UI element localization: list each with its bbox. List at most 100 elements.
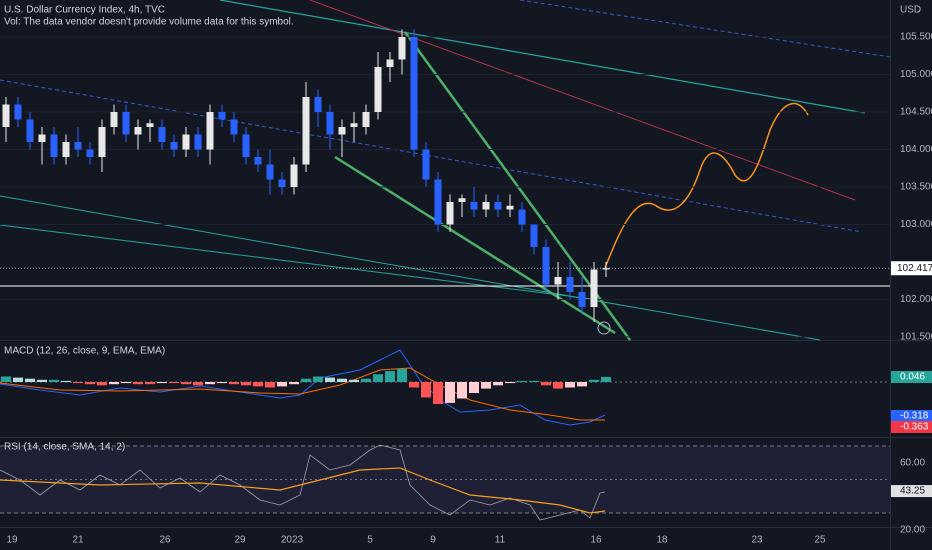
candle-body bbox=[26, 119, 34, 142]
macd-bar bbox=[313, 376, 323, 382]
macd-bar bbox=[601, 376, 611, 382]
price-tick-label: 104.500 bbox=[900, 107, 932, 118]
candle-body bbox=[410, 37, 418, 150]
macd-bar bbox=[49, 379, 59, 382]
date-label: 9 bbox=[430, 535, 436, 546]
candle-body bbox=[494, 202, 502, 210]
macd-value-tag bbox=[891, 371, 932, 383]
macd-bar bbox=[445, 382, 455, 403]
macd-bar bbox=[373, 374, 383, 382]
volume-note: Vol: The data vendor doesn't provide vol… bbox=[4, 17, 294, 28]
macd-bar bbox=[289, 382, 299, 385]
candle-body bbox=[434, 179, 442, 225]
last-price-tag bbox=[891, 261, 932, 276]
macd-bar bbox=[73, 382, 83, 384]
candle-body bbox=[254, 157, 262, 165]
macd-bar bbox=[229, 382, 239, 385]
date-label: 26 bbox=[159, 535, 171, 546]
macd-bar bbox=[193, 382, 203, 386]
price-tick-label: 103.000 bbox=[900, 219, 932, 230]
candle-body bbox=[590, 269, 598, 307]
candle-body bbox=[314, 97, 322, 112]
macd-bar bbox=[409, 382, 419, 388]
trend-line bbox=[0, 195, 821, 341]
candle-body bbox=[158, 127, 166, 142]
macd-bar bbox=[505, 382, 515, 384]
macd-bar bbox=[121, 382, 131, 384]
date-label: 23 bbox=[751, 535, 763, 546]
candle-body bbox=[470, 202, 478, 210]
candle-body bbox=[242, 134, 250, 157]
candle-body bbox=[146, 123, 154, 127]
price-tick-label: 105.500 bbox=[900, 32, 932, 43]
candle-body bbox=[386, 59, 394, 67]
trend-line bbox=[519, 0, 891, 58]
trend-line bbox=[219, 0, 866, 114]
candle-body bbox=[38, 134, 46, 142]
macd-bar bbox=[265, 382, 275, 388]
candle-body bbox=[506, 205, 514, 210]
date-label: 18 bbox=[656, 535, 668, 546]
trend-line bbox=[309, 0, 856, 201]
rsi-tick-label: 20.00 bbox=[900, 525, 925, 536]
projection-path bbox=[604, 102, 809, 269]
macd-bar bbox=[217, 382, 227, 384]
price-tick-label: 102.000 bbox=[900, 294, 932, 305]
date-label: 25 bbox=[814, 535, 826, 546]
macd-title: MACD (12, 26, close, 9, EMA, EMA) bbox=[4, 346, 165, 357]
last-price-label: 102.417 bbox=[897, 263, 932, 274]
macd-bar bbox=[301, 378, 311, 382]
candle-body bbox=[122, 112, 130, 135]
macd-bar bbox=[13, 377, 23, 382]
date-label: 16 bbox=[590, 535, 602, 546]
candle-body bbox=[326, 112, 334, 135]
macd-bar bbox=[181, 382, 191, 385]
rsi-line bbox=[0, 444, 606, 521]
macd-bar bbox=[589, 379, 599, 382]
candle-body bbox=[602, 268, 610, 270]
date-label: 5 bbox=[367, 535, 373, 546]
macd-bar bbox=[277, 382, 287, 387]
macd-bar bbox=[349, 379, 359, 382]
macd-bar bbox=[481, 382, 491, 389]
candle-body bbox=[74, 142, 82, 150]
currency-label: USD bbox=[900, 5, 921, 16]
macd-value-label: -0.318 bbox=[900, 411, 929, 422]
date-label: 2023 bbox=[281, 535, 304, 546]
wedge-line bbox=[334, 155, 616, 335]
trend-line bbox=[0, 224, 601, 301]
macd-bar bbox=[133, 382, 143, 385]
candle-body bbox=[98, 127, 106, 157]
macd-bar bbox=[25, 378, 35, 382]
macd-value-tag bbox=[891, 410, 932, 422]
rsi-tick-label: 60.00 bbox=[900, 458, 925, 469]
candle-body bbox=[194, 134, 202, 150]
trend-line bbox=[0, 79, 863, 233]
candle-body bbox=[554, 277, 562, 285]
macd-bar bbox=[253, 382, 263, 387]
macd-bar bbox=[433, 382, 443, 404]
candle-body bbox=[578, 292, 586, 307]
macd-bar bbox=[1, 376, 11, 382]
date-label: 21 bbox=[72, 535, 84, 546]
candle-body bbox=[398, 37, 406, 60]
macd-bar bbox=[457, 382, 467, 399]
candle-body bbox=[2, 104, 10, 127]
candle-body bbox=[170, 142, 178, 150]
rsi-value-tag bbox=[891, 485, 932, 498]
macd-bar bbox=[517, 380, 527, 382]
candle-body bbox=[218, 112, 226, 120]
macd-value-label: -0.363 bbox=[900, 422, 929, 433]
candle-body bbox=[338, 127, 346, 135]
candle-body bbox=[266, 164, 274, 180]
candle-body bbox=[482, 202, 490, 210]
macd-bar bbox=[421, 382, 431, 398]
candle-body bbox=[530, 224, 538, 247]
rsi-sma-line bbox=[0, 467, 606, 514]
candle-body bbox=[14, 104, 22, 120]
signal-line bbox=[0, 367, 605, 421]
macd-bar bbox=[541, 382, 551, 386]
candle-body bbox=[62, 142, 70, 157]
